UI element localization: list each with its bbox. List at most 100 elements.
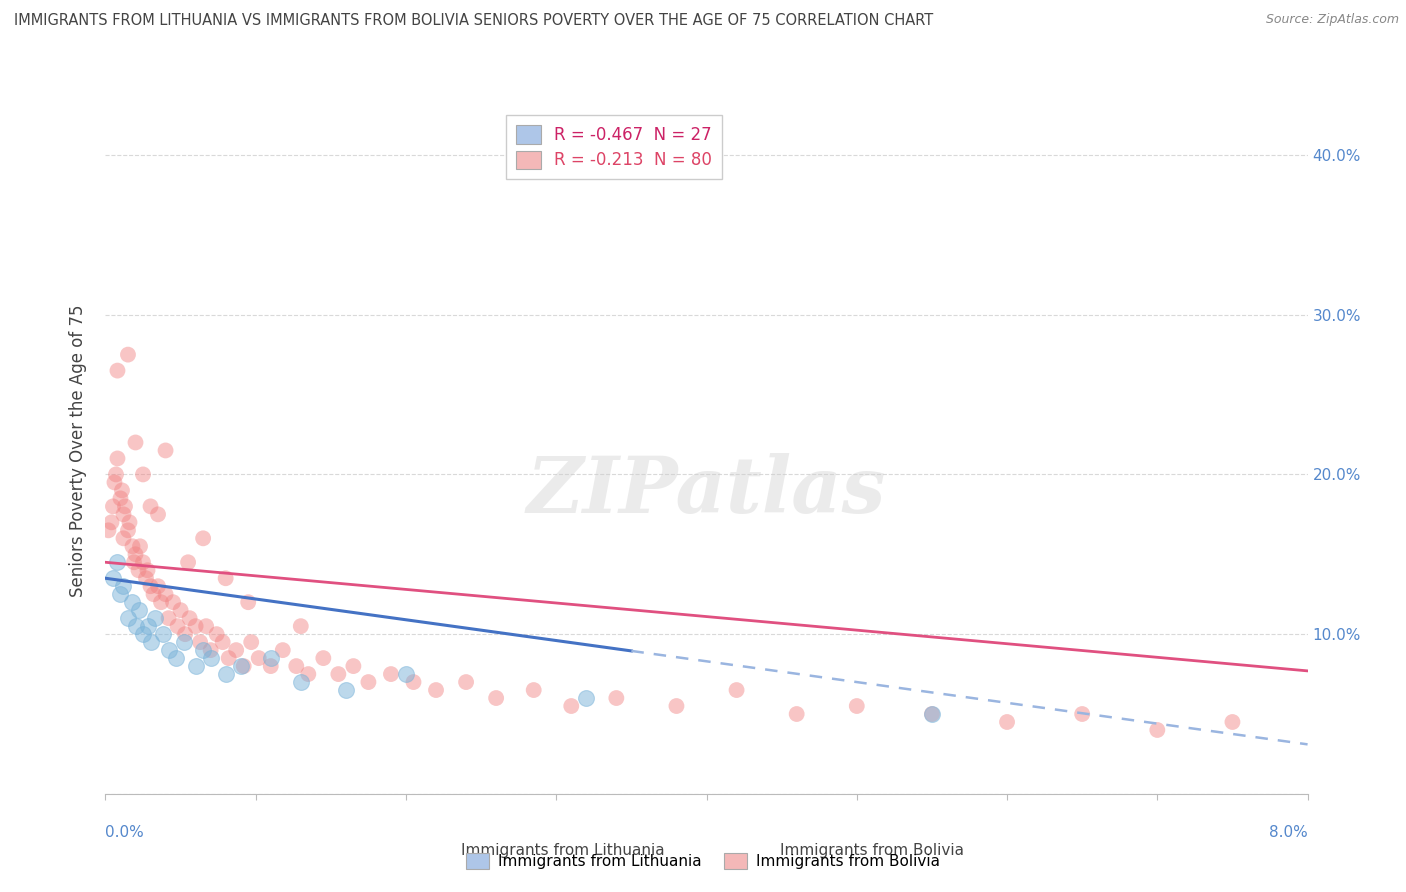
- Point: [260, 659, 283, 673]
- Point: [271, 643, 294, 657]
- Point: [128, 563, 150, 577]
- Point: [425, 683, 447, 698]
- Point: [132, 555, 155, 569]
- Point: [575, 691, 598, 706]
- Point: [139, 635, 162, 649]
- Point: [357, 675, 380, 690]
- Point: [162, 595, 184, 609]
- Point: [139, 579, 162, 593]
- Point: [247, 651, 270, 665]
- Point: [191, 643, 214, 657]
- Point: [114, 500, 136, 514]
- Point: [173, 635, 195, 649]
- Point: [560, 699, 582, 714]
- Point: [665, 699, 688, 714]
- Point: [107, 363, 129, 377]
- Point: [485, 691, 508, 706]
- Text: ZIPatlas: ZIPatlas: [527, 453, 886, 530]
- Point: [1071, 706, 1094, 721]
- Point: [152, 627, 174, 641]
- Point: [121, 539, 143, 553]
- Point: [395, 667, 418, 681]
- Point: [177, 555, 200, 569]
- Point: [297, 667, 319, 681]
- Point: [124, 547, 146, 561]
- Point: [136, 619, 159, 633]
- Point: [111, 483, 134, 498]
- Point: [260, 651, 283, 665]
- Point: [328, 667, 350, 681]
- Point: [786, 706, 808, 721]
- Point: [380, 667, 402, 681]
- Point: [110, 587, 132, 601]
- Point: [845, 699, 868, 714]
- Text: Immigrants from Lithuania: Immigrants from Lithuania: [461, 843, 664, 858]
- Point: [205, 627, 228, 641]
- Point: [117, 348, 139, 362]
- Point: [238, 595, 260, 609]
- Point: [150, 595, 173, 609]
- Point: [454, 675, 477, 690]
- Point: [103, 475, 125, 490]
- Point: [128, 603, 150, 617]
- Point: [112, 508, 135, 522]
- Point: [225, 643, 247, 657]
- Point: [342, 659, 364, 673]
- Point: [921, 706, 943, 721]
- Point: [402, 675, 425, 690]
- Text: Immigrants from Bolivia: Immigrants from Bolivia: [780, 843, 963, 858]
- Point: [1222, 714, 1244, 729]
- Point: [995, 714, 1018, 729]
- Point: [240, 635, 263, 649]
- Point: [100, 516, 122, 530]
- Point: [124, 435, 146, 450]
- Point: [174, 627, 197, 641]
- Point: [157, 611, 180, 625]
- Point: [195, 619, 218, 633]
- Point: [122, 555, 145, 569]
- Point: [139, 500, 162, 514]
- Y-axis label: Seniors Poverty Over the Age of 75: Seniors Poverty Over the Age of 75: [69, 304, 87, 597]
- Point: [169, 603, 191, 617]
- Point: [129, 539, 152, 553]
- Point: [107, 451, 129, 466]
- Point: [1146, 723, 1168, 737]
- Point: [107, 555, 129, 569]
- Text: 0.0%: 0.0%: [105, 825, 145, 840]
- Point: [121, 595, 143, 609]
- Point: [184, 619, 207, 633]
- Point: [135, 571, 157, 585]
- Point: [143, 611, 166, 625]
- Point: [104, 467, 127, 482]
- Point: [155, 443, 177, 458]
- Point: [229, 659, 252, 673]
- Text: 8.0%: 8.0%: [1268, 825, 1308, 840]
- Point: [523, 683, 546, 698]
- Point: [101, 500, 124, 514]
- Point: [146, 579, 169, 593]
- Point: [136, 563, 159, 577]
- Point: [117, 524, 139, 538]
- Point: [200, 651, 222, 665]
- Point: [165, 651, 187, 665]
- Text: IMMIGRANTS FROM LITHUANIA VS IMMIGRANTS FROM BOLIVIA SENIORS POVERTY OVER THE AG: IMMIGRANTS FROM LITHUANIA VS IMMIGRANTS …: [14, 13, 934, 29]
- Point: [290, 619, 312, 633]
- Point: [155, 587, 177, 601]
- Point: [184, 659, 207, 673]
- Point: [214, 667, 236, 681]
- Point: [335, 683, 357, 698]
- Point: [232, 659, 254, 673]
- Point: [142, 587, 165, 601]
- Point: [110, 491, 132, 506]
- Point: [146, 508, 169, 522]
- Point: [132, 627, 155, 641]
- Point: [211, 635, 233, 649]
- Point: [101, 571, 124, 585]
- Point: [605, 691, 627, 706]
- Point: [725, 683, 748, 698]
- Point: [132, 467, 155, 482]
- Point: [200, 643, 222, 657]
- Point: [157, 643, 180, 657]
- Point: [179, 611, 201, 625]
- Point: [218, 651, 240, 665]
